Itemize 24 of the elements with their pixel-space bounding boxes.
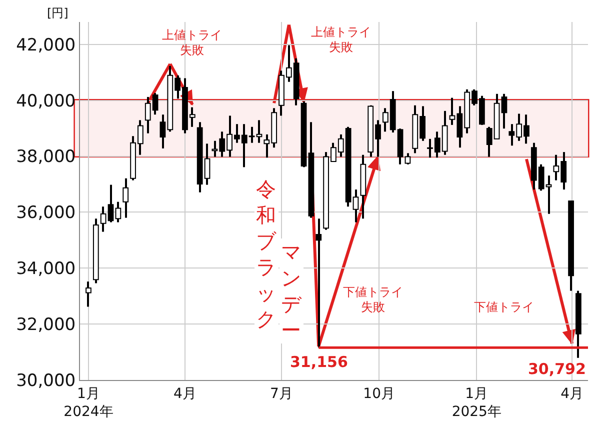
annotation: 上値トライ (162, 28, 222, 42)
y-tick-label: 42,000 (16, 35, 76, 56)
annotation: 下値トライ (474, 300, 534, 314)
annotation: 失敗 (180, 43, 204, 57)
y-tick-label: 38,000 (16, 147, 76, 168)
annotation: 30,792 (528, 360, 586, 378)
x-tick-label: 4月 (560, 386, 584, 402)
annotation: 失敗 (361, 300, 385, 314)
candlestick (316, 218, 322, 348)
x-tick-label: 7月 (270, 386, 293, 402)
y-tick-label: 36,000 (16, 203, 76, 224)
annotation: 31,156 (290, 353, 348, 371)
x-tick-label: 1月 2025年 (452, 386, 502, 420)
x-tick-label: 4月 (174, 386, 196, 402)
annotation: 失敗 (329, 40, 353, 54)
y-tick-label: 40,000 (16, 91, 76, 112)
annotation: マンデー (281, 240, 302, 342)
annotation: 下値トライ (343, 285, 403, 299)
annotation: 令和ブラック (256, 177, 277, 331)
y-tick-label: 32,000 (16, 315, 76, 336)
annotation: 上値トライ (311, 25, 371, 39)
y-axis-title: [円] (47, 6, 68, 20)
x-tick-label: 10月 (363, 386, 395, 402)
y-tick-label: 34,000 (16, 259, 76, 280)
